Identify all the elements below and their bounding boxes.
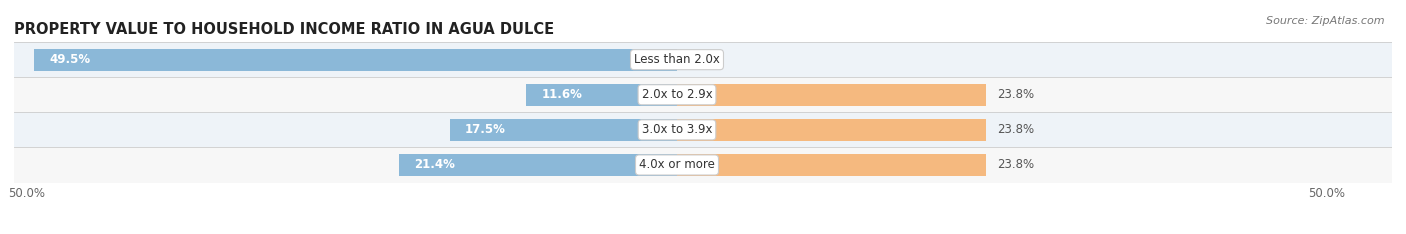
Bar (14, 77, 1392, 112)
Bar (678, 154, 987, 176)
Bar (526, 84, 678, 106)
Text: PROPERTY VALUE TO HOUSEHOLD INCOME RATIO IN AGUA DULCE: PROPERTY VALUE TO HOUSEHOLD INCOME RATIO… (14, 22, 554, 37)
Text: 17.5%: 17.5% (465, 123, 506, 136)
Text: 23.8%: 23.8% (997, 123, 1033, 136)
Bar (14, 147, 1392, 183)
Text: Source: ZipAtlas.com: Source: ZipAtlas.com (1267, 16, 1385, 26)
Text: 2.0x to 2.9x: 2.0x to 2.9x (641, 88, 713, 101)
Bar (450, 119, 678, 141)
Text: 23.8%: 23.8% (997, 158, 1033, 172)
Text: 11.6%: 11.6% (541, 88, 582, 101)
Bar (678, 119, 987, 141)
Text: 23.8%: 23.8% (997, 88, 1033, 101)
Text: 0.0%: 0.0% (688, 53, 717, 66)
Bar (14, 42, 1392, 77)
Bar (678, 84, 987, 106)
Bar (34, 49, 678, 70)
Text: 21.4%: 21.4% (415, 158, 456, 172)
Bar (14, 112, 1392, 147)
Bar (399, 154, 678, 176)
Text: 3.0x to 3.9x: 3.0x to 3.9x (641, 123, 713, 136)
Text: 4.0x or more: 4.0x or more (640, 158, 714, 172)
Text: Less than 2.0x: Less than 2.0x (634, 53, 720, 66)
Text: 49.5%: 49.5% (49, 53, 90, 66)
